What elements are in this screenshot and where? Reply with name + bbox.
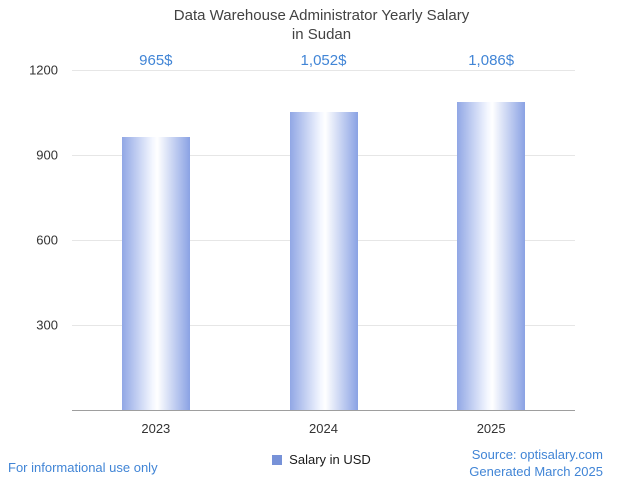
legend: Salary in USD	[0, 452, 643, 467]
source-block: Source: optisalary.com Generated March 2…	[469, 446, 603, 480]
bar-value-label: 1,052$	[300, 52, 347, 69]
bar-value-label: 1,086$	[468, 52, 515, 69]
bar-2025	[457, 102, 526, 410]
y-tick-label: 1200	[29, 62, 58, 78]
y-tick-label: 900	[36, 147, 58, 163]
chart-title: Data Warehouse Administrator Yearly Sala…	[0, 6, 643, 44]
x-tick-label: 2025	[476, 421, 506, 436]
chart-title-line1: Data Warehouse Administrator Yearly Sala…	[173, 7, 470, 24]
gridline	[72, 70, 575, 71]
disclaimer-text: For informational use only	[8, 460, 158, 475]
chart-title-line2: in Sudan	[291, 26, 352, 43]
legend-swatch-icon	[272, 454, 283, 465]
bar-2024	[289, 111, 358, 410]
bar-2023	[121, 136, 190, 410]
legend-label: Salary in USD	[289, 452, 371, 467]
source-link[interactable]: Source: optisalary.com	[471, 447, 603, 462]
generated-date: Generated March 2025	[469, 464, 603, 479]
y-tick-label: 300	[36, 317, 58, 333]
bar-value-label: 965$	[139, 52, 173, 69]
x-tick-label: 2024	[309, 421, 338, 436]
plot-area: 965$ 2023 1,052$ 2024 1,086$ 2025	[72, 52, 575, 436]
y-tick-label: 600	[36, 232, 58, 248]
x-tick-label: 2023	[141, 421, 171, 436]
y-axis: 300 600 900 1200	[0, 63, 64, 410]
